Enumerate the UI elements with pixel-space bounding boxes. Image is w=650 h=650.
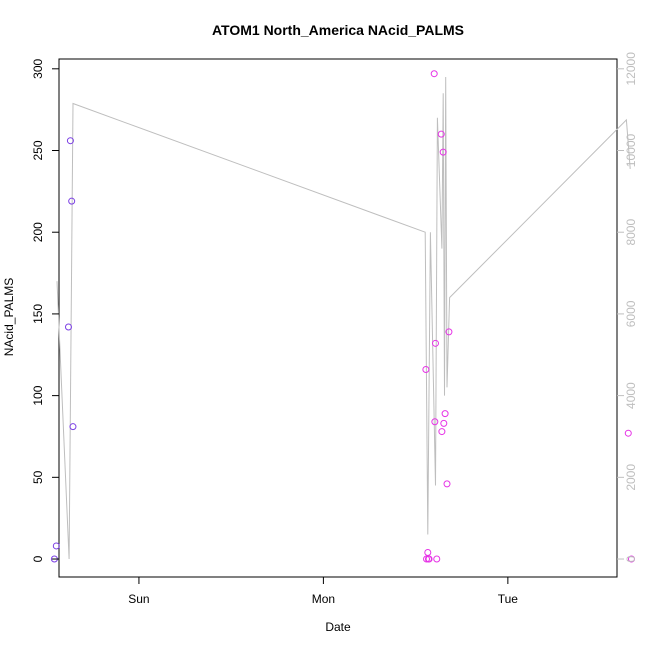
y2-tick-label: 2000 bbox=[624, 464, 638, 491]
y2-tick-label: 0 bbox=[624, 555, 638, 562]
data-point bbox=[64, 323, 72, 331]
data-point bbox=[431, 418, 439, 426]
data-point bbox=[433, 555, 441, 563]
data-point bbox=[437, 130, 445, 138]
y-axis-label: NAcid_PALMS bbox=[2, 278, 16, 356]
data-point bbox=[440, 419, 448, 427]
plot-area bbox=[58, 58, 618, 578]
x-axis: Sun Mon Tue bbox=[128, 577, 518, 606]
chart-title: ATOM1 North_America NAcid_PALMS bbox=[212, 22, 464, 38]
right-y-axis: 0 2000 4000 6000 8000 10000 12000 bbox=[617, 52, 638, 562]
y-tick-label: 50 bbox=[31, 470, 45, 484]
y2-tick-label: 10000 bbox=[624, 134, 638, 168]
data-point bbox=[68, 197, 76, 205]
data-point bbox=[624, 429, 632, 437]
y2-tick-label: 4000 bbox=[624, 382, 638, 409]
x-tick-label: Tue bbox=[498, 592, 519, 606]
y2-tick-label: 6000 bbox=[624, 300, 638, 327]
x-tick-label: Mon bbox=[312, 592, 335, 606]
data-point bbox=[69, 423, 77, 431]
x-tick-label: Sun bbox=[128, 592, 149, 606]
x-axis-label: Date bbox=[325, 620, 351, 634]
y-tick-label: 200 bbox=[31, 222, 45, 242]
y-tick-label: 250 bbox=[31, 140, 45, 160]
data-point bbox=[438, 428, 446, 436]
y-tick-label: 100 bbox=[31, 385, 45, 405]
point-series bbox=[50, 70, 635, 563]
data-point bbox=[430, 70, 438, 78]
line-series-path bbox=[56, 76, 631, 560]
data-point bbox=[423, 555, 431, 563]
y2-tick-label: 12000 bbox=[624, 52, 638, 86]
data-point bbox=[445, 328, 453, 336]
data-point bbox=[431, 339, 439, 347]
y2-tick-label: 8000 bbox=[624, 219, 638, 246]
y-tick-label: 150 bbox=[31, 304, 45, 324]
data-point bbox=[422, 365, 430, 373]
data-point bbox=[52, 542, 60, 550]
data-point bbox=[443, 480, 451, 488]
data-point bbox=[424, 548, 432, 556]
data-point bbox=[66, 137, 74, 145]
left-y-axis: 0 50 100 150 200 250 300 bbox=[31, 58, 59, 562]
data-point bbox=[425, 555, 433, 563]
y-tick-label: 300 bbox=[31, 58, 45, 78]
data-point bbox=[627, 555, 635, 563]
data-point bbox=[441, 410, 449, 418]
data-point bbox=[439, 148, 447, 156]
line-series bbox=[56, 76, 631, 560]
plot-border bbox=[58, 58, 618, 578]
y-tick-label: 0 bbox=[31, 555, 45, 562]
